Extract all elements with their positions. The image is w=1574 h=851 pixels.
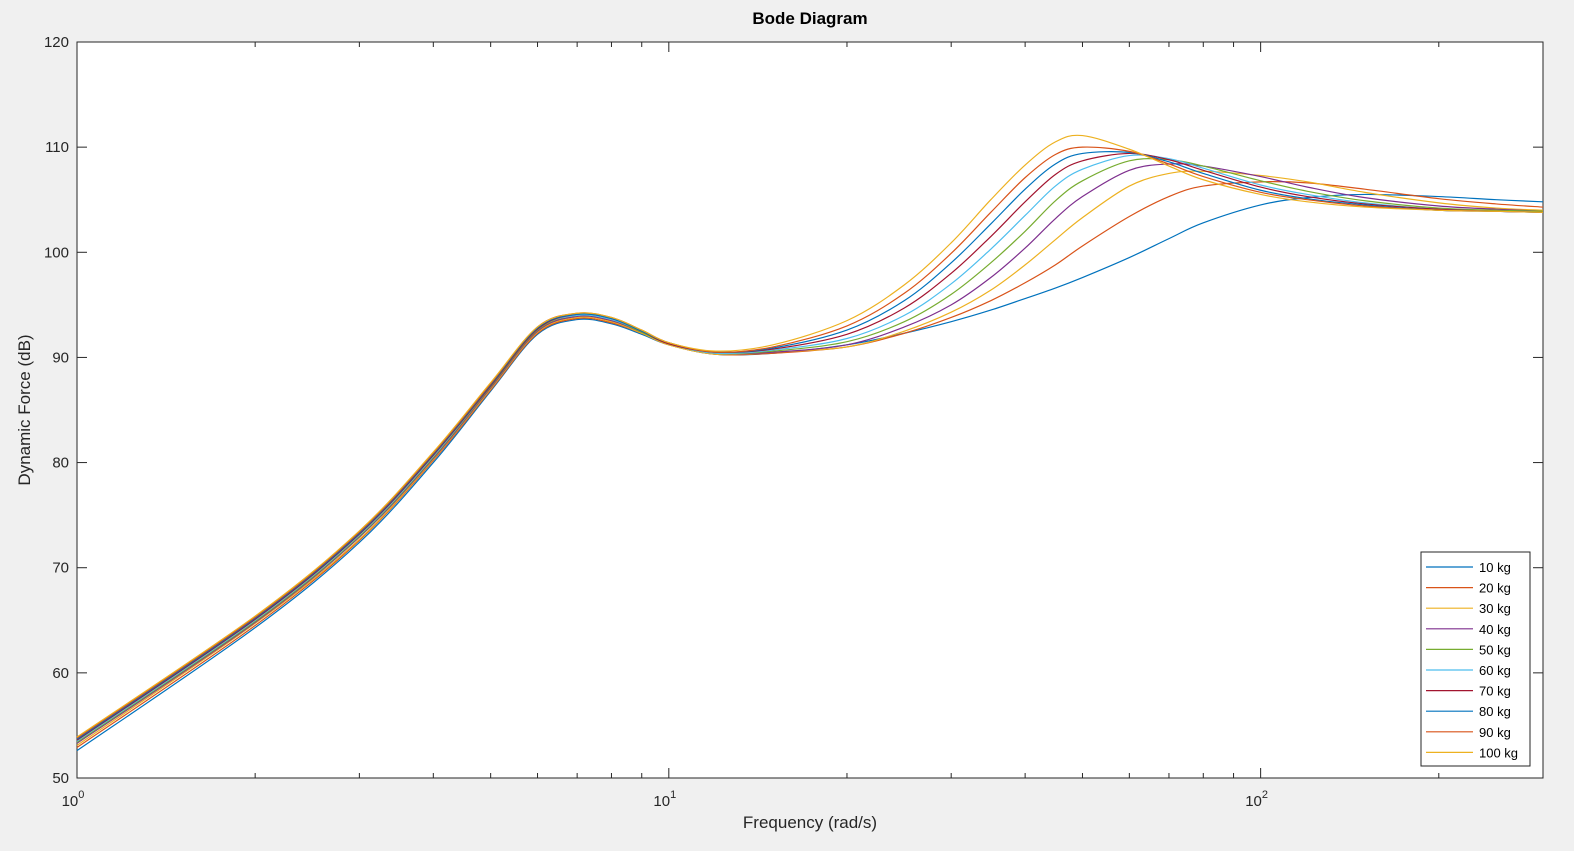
series-line: [76, 151, 1544, 740]
chart-title: Bode Diagram: [752, 9, 867, 28]
x-tick-label: 102: [1245, 789, 1268, 810]
legend-label: 40 kg: [1479, 622, 1511, 637]
legend-label: 50 kg: [1479, 642, 1511, 657]
series-line: [76, 146, 1544, 739]
series-line: [76, 152, 1544, 741]
legend-label: 20 kg: [1479, 581, 1511, 596]
tick-marks: 50 60 70 80 90 100 110 120 100 101 102: [44, 34, 1544, 810]
series-line: [76, 134, 1544, 738]
legend: 10 kg 20 kg 30 kg 40 kg 50 kg 60 kg 70 kg 80 kg…: [1420, 551, 1531, 767]
x-tick-label: 100: [62, 789, 85, 810]
series-line: [76, 170, 1544, 746]
legend-box: [1420, 551, 1531, 767]
legend-label: 90 kg: [1479, 725, 1511, 740]
legend-label: 60 kg: [1479, 663, 1511, 678]
x-axis-label: Frequency (rad/s): [743, 813, 877, 832]
series-line: [76, 158, 1544, 743]
y-tick-label: 100: [44, 244, 69, 261]
series-line: [76, 163, 1544, 744]
legend-label: 70 kg: [1479, 684, 1511, 699]
y-tick-label: 50: [52, 770, 69, 787]
legend-label: 30 kg: [1479, 601, 1511, 616]
legend-label: 100 kg: [1479, 745, 1518, 760]
y-tick-label: 60: [52, 665, 69, 682]
y-tick-label: 90: [52, 349, 69, 366]
legend-label: 10 kg: [1479, 560, 1511, 575]
y-tick-label: 120: [44, 34, 69, 51]
x-tick-label: 101: [653, 789, 676, 810]
series-line: [76, 181, 1544, 749]
y-tick-label: 110: [45, 139, 69, 156]
y-tick-label: 80: [52, 455, 69, 472]
series-lines: [76, 134, 1544, 752]
legend-label: 80 kg: [1479, 704, 1511, 719]
plot-area: [76, 41, 1544, 779]
y-axis-label: Dynamic Force (dB): [15, 334, 34, 485]
y-tick-label: 70: [52, 560, 69, 577]
